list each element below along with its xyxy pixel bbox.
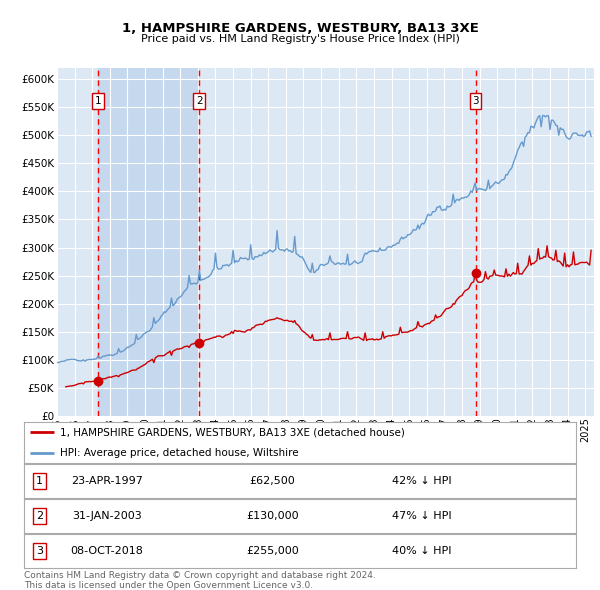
Text: Contains HM Land Registry data © Crown copyright and database right 2024.
This d: Contains HM Land Registry data © Crown c… — [24, 571, 376, 590]
Text: 08-OCT-2018: 08-OCT-2018 — [70, 546, 143, 556]
Text: 31-JAN-2003: 31-JAN-2003 — [72, 511, 142, 521]
Bar — [98, 68, 199, 416]
Text: 23-APR-1997: 23-APR-1997 — [71, 476, 143, 486]
Text: £62,500: £62,500 — [250, 476, 295, 486]
Text: 2: 2 — [36, 511, 43, 521]
Text: 47% ↓ HPI: 47% ↓ HPI — [392, 511, 451, 521]
Text: 1, HAMPSHIRE GARDENS, WESTBURY, BA13 3XE (detached house): 1, HAMPSHIRE GARDENS, WESTBURY, BA13 3XE… — [60, 427, 405, 437]
Text: 3: 3 — [36, 546, 43, 556]
Text: 3: 3 — [472, 96, 479, 106]
Text: 42% ↓ HPI: 42% ↓ HPI — [392, 476, 451, 486]
Text: 2: 2 — [196, 96, 203, 106]
Text: £255,000: £255,000 — [246, 546, 299, 556]
Text: 1: 1 — [36, 476, 43, 486]
Text: HPI: Average price, detached house, Wiltshire: HPI: Average price, detached house, Wilt… — [60, 448, 299, 458]
Text: £130,000: £130,000 — [246, 511, 299, 521]
Text: 1, HAMPSHIRE GARDENS, WESTBURY, BA13 3XE: 1, HAMPSHIRE GARDENS, WESTBURY, BA13 3XE — [122, 22, 478, 35]
Text: 1: 1 — [94, 96, 101, 106]
Text: Price paid vs. HM Land Registry's House Price Index (HPI): Price paid vs. HM Land Registry's House … — [140, 34, 460, 44]
Text: 40% ↓ HPI: 40% ↓ HPI — [392, 546, 451, 556]
